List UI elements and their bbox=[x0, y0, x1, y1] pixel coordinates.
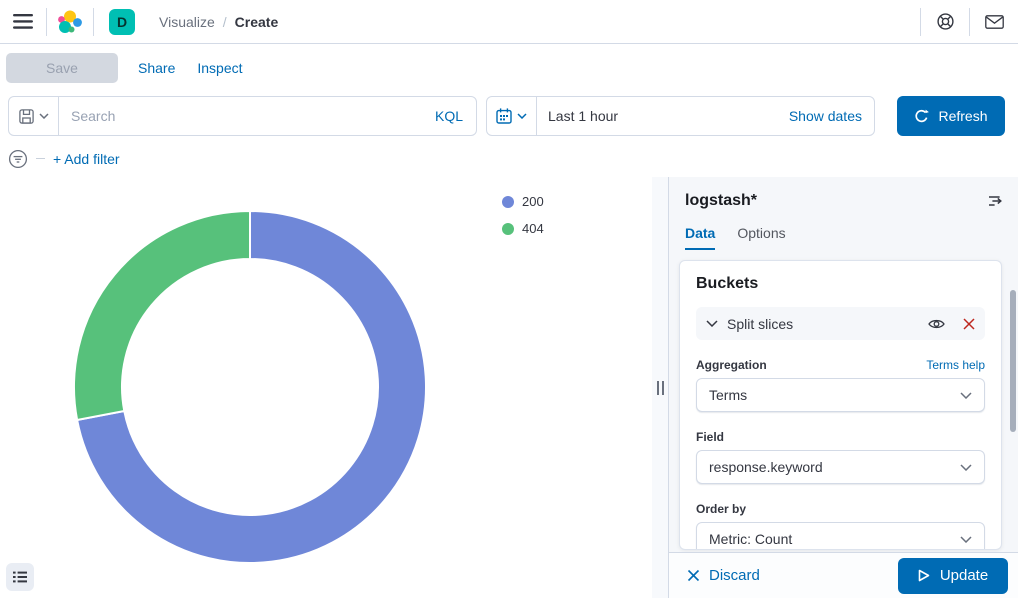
legend-label-200: 200 bbox=[522, 194, 544, 209]
breadcrumb-visualize[interactable]: Visualize bbox=[159, 13, 215, 30]
main-content: 200 404 bbox=[0, 177, 1018, 598]
aggregation-label-row: Aggregation Terms help bbox=[696, 358, 985, 372]
mail-button[interactable] bbox=[970, 0, 1018, 43]
sidebar-header: logstash* bbox=[669, 177, 1018, 210]
legend-toggle-button[interactable] bbox=[6, 563, 34, 591]
panel-resize-handle[interactable] bbox=[652, 177, 668, 598]
share-button[interactable]: Share bbox=[138, 60, 176, 76]
header-divider bbox=[46, 7, 47, 36]
chevron-down-icon bbox=[960, 391, 972, 399]
filter-bar: + Add filter bbox=[0, 140, 1018, 177]
legend-item-200[interactable]: 200 bbox=[502, 194, 544, 209]
close-icon bbox=[687, 569, 700, 582]
filter-icon[interactable] bbox=[8, 149, 28, 169]
breadcrumb-separator: / bbox=[222, 13, 227, 30]
toggle-visibility-button[interactable] bbox=[928, 318, 945, 330]
header-divider bbox=[920, 7, 921, 36]
tab-data[interactable]: Data bbox=[685, 225, 716, 250]
chevron-down-icon bbox=[706, 320, 718, 327]
calendar-icon bbox=[496, 108, 512, 124]
elastic-logo[interactable] bbox=[47, 0, 93, 43]
aggregation-value: Terms bbox=[709, 387, 748, 403]
sidebar-action-bar: Discard Update bbox=[669, 552, 1018, 598]
time-range-value[interactable]: Last 1 hour bbox=[548, 108, 619, 124]
save-query-icon bbox=[18, 108, 34, 124]
top-nav-menu: Save Share Inspect bbox=[0, 44, 1018, 92]
update-label: Update bbox=[939, 567, 989, 584]
refresh-icon bbox=[915, 109, 930, 122]
update-button[interactable]: Update bbox=[898, 557, 1008, 594]
field-value: response.keyword bbox=[709, 459, 823, 475]
play-icon bbox=[918, 569, 930, 582]
saved-query-menu-button[interactable] bbox=[9, 97, 59, 135]
refresh-button[interactable]: Refresh bbox=[897, 96, 1005, 136]
legend-dot-200 bbox=[502, 195, 514, 208]
order-by-select[interactable]: Metric: Count bbox=[696, 522, 985, 549]
discard-button[interactable]: Discard bbox=[687, 567, 760, 584]
search-bar: KQL bbox=[8, 96, 477, 136]
legend-label-404: 404 bbox=[522, 221, 544, 236]
order-by-label: Order by bbox=[696, 502, 747, 516]
pie-slice-200[interactable] bbox=[75, 209, 427, 564]
query-bar: KQL Last 1 hour Show da bbox=[0, 92, 1018, 140]
index-pattern-title: logstash* bbox=[685, 192, 758, 209]
date-quick-select-button[interactable] bbox=[487, 97, 537, 135]
collapse-sidebar-icon[interactable] bbox=[986, 193, 1002, 209]
header-divider bbox=[969, 7, 970, 36]
help-icon bbox=[936, 13, 954, 30]
show-dates-button[interactable]: Show dates bbox=[788, 108, 862, 124]
sidebar-tabs: Data Options bbox=[669, 225, 1018, 250]
refresh-label: Refresh bbox=[938, 108, 988, 124]
legend-dot-404 bbox=[502, 222, 514, 235]
field-label: Field bbox=[696, 430, 725, 444]
vis-editor-sidebar: logstash* Data Options Buckets bbox=[668, 177, 1018, 598]
chevron-down-icon bbox=[960, 463, 972, 471]
remove-bucket-button[interactable] bbox=[963, 317, 975, 330]
close-icon bbox=[963, 317, 975, 330]
breadcrumb-create: Create bbox=[234, 13, 279, 30]
inspect-button[interactable]: Inspect bbox=[197, 60, 243, 76]
order-by-label-row: Order by bbox=[696, 502, 985, 516]
query-language-switcher[interactable]: KQL bbox=[434, 108, 463, 124]
space-avatar[interactable]: D bbox=[109, 8, 135, 35]
field-select[interactable]: response.keyword bbox=[696, 450, 985, 484]
buckets-title: Buckets bbox=[696, 275, 759, 292]
chevron-down-icon bbox=[960, 535, 972, 543]
order-by-value: Metric: Count bbox=[709, 531, 793, 547]
eye-icon bbox=[928, 319, 945, 328]
save-button[interactable]: Save bbox=[6, 53, 118, 83]
elastic-logo-icon bbox=[58, 10, 82, 33]
search-input[interactable] bbox=[59, 108, 435, 124]
sidebar-scrollbar[interactable] bbox=[1010, 290, 1016, 432]
terms-help-link[interactable]: Terms help bbox=[926, 358, 985, 372]
menu-button[interactable] bbox=[0, 0, 46, 43]
tab-options[interactable]: Options bbox=[737, 225, 786, 241]
buckets-panel: Buckets Split slices bbox=[679, 260, 1002, 550]
chart-legend: 200 404 bbox=[502, 194, 544, 236]
top-header: D Visualize / Create bbox=[0, 0, 1018, 44]
aggregation-label: Aggregation bbox=[696, 358, 767, 372]
mail-icon bbox=[984, 14, 1004, 29]
donut-chart bbox=[73, 209, 427, 564]
help-button[interactable] bbox=[921, 0, 969, 43]
date-picker: Last 1 hour Show dates bbox=[486, 96, 875, 136]
bucket-split-slices-row[interactable]: Split slices bbox=[696, 307, 985, 340]
add-filter-button[interactable]: + Add filter bbox=[53, 150, 120, 167]
hamburger-icon bbox=[13, 14, 33, 29]
bucket-type-label: Split slices bbox=[727, 315, 794, 332]
header-divider bbox=[93, 7, 94, 36]
field-label-row: Field bbox=[696, 430, 985, 444]
legend-item-404[interactable]: 404 bbox=[502, 221, 544, 236]
discard-label: Discard bbox=[709, 567, 760, 584]
visualization-area: 200 404 bbox=[0, 177, 652, 598]
resize-grip-icon bbox=[656, 380, 664, 395]
pie-slice-404[interactable] bbox=[73, 209, 251, 422]
filter-separator bbox=[36, 157, 45, 160]
aggregation-select[interactable]: Terms bbox=[696, 378, 985, 412]
chevron-down-icon bbox=[517, 113, 527, 119]
breadcrumb: Visualize / Create bbox=[159, 14, 278, 30]
chevron-down-icon bbox=[38, 113, 49, 119]
list-icon bbox=[13, 571, 27, 583]
